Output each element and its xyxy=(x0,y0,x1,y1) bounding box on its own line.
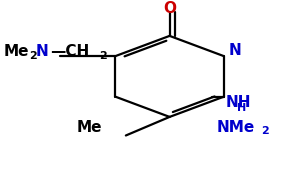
Text: N: N xyxy=(35,44,48,60)
Text: Me: Me xyxy=(77,120,102,135)
Text: Me: Me xyxy=(4,44,29,60)
Text: —CH: —CH xyxy=(51,44,90,60)
Text: N: N xyxy=(228,43,241,58)
Text: H: H xyxy=(238,103,247,113)
Text: O: O xyxy=(163,1,176,16)
Text: 2: 2 xyxy=(29,51,37,61)
Text: 2: 2 xyxy=(99,51,106,61)
Text: NMe: NMe xyxy=(216,120,255,135)
Text: NH: NH xyxy=(225,95,251,110)
Text: 2: 2 xyxy=(261,126,268,136)
